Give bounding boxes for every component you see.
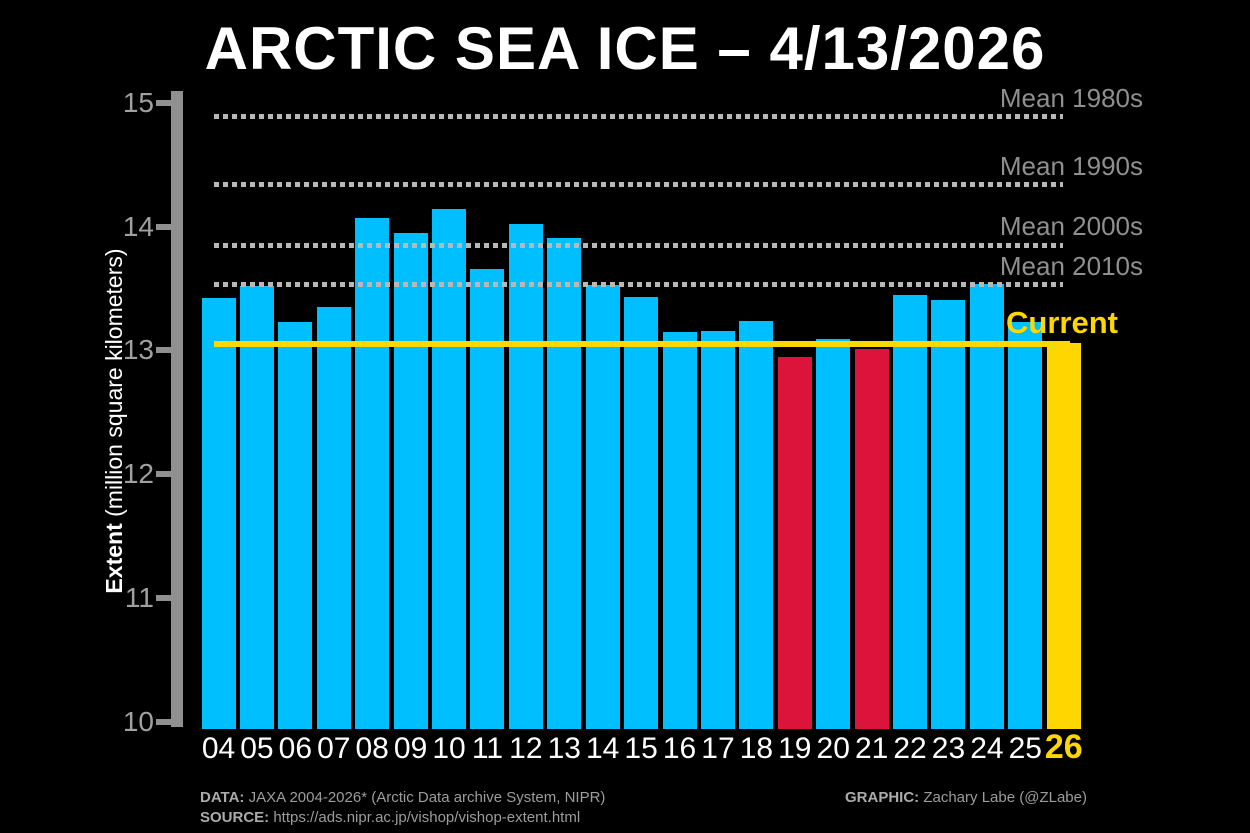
x-tick-label-2025: 25	[1008, 732, 1042, 765]
bar-2026	[1046, 343, 1081, 729]
x-tick-label-2014: 14	[586, 732, 620, 765]
x-tick-label-2005: 05	[240, 732, 274, 765]
mean-line-mean-2000s	[214, 242, 1063, 248]
chart-title: ARCTIC SEA ICE – 4/13/2026	[204, 15, 1046, 82]
current-line	[214, 341, 1070, 348]
x-tick-label-2011: 11	[471, 732, 504, 765]
graphic-label: GRAPHIC:	[845, 789, 920, 806]
x-tick-label-2020: 20	[816, 732, 850, 765]
data-text: JAXA 2004-2026* (Arctic Data archive Sys…	[244, 789, 606, 806]
bar-2023	[931, 299, 966, 729]
bar-2005	[239, 286, 274, 729]
bar-2004	[201, 298, 236, 729]
y-axis-spine	[171, 91, 183, 727]
bar-2017	[700, 330, 735, 729]
bar-2022	[893, 294, 928, 729]
x-tick-label-2012: 12	[509, 732, 543, 765]
x-tick-label-2006: 06	[278, 732, 313, 765]
y-tick-mark	[156, 471, 171, 478]
mean-line-mean-1990s	[214, 182, 1063, 188]
y-tick-label: 11	[124, 581, 154, 613]
bar-2008	[355, 218, 390, 729]
bar-2013	[547, 237, 582, 729]
x-tick-label-2023: 23	[931, 732, 966, 765]
bar-2021	[854, 349, 889, 729]
current-line-label: Current	[1006, 305, 1118, 341]
y-tick-label: 14	[122, 210, 154, 242]
x-tick-label-2016: 16	[662, 732, 697, 765]
bar-2006	[278, 321, 313, 729]
mean-line-label: Mean 1980s	[999, 82, 1143, 113]
x-tick-label-2007: 07	[317, 732, 351, 765]
source-label: SOURCE:	[200, 809, 270, 826]
y-tick-mark	[156, 223, 171, 230]
data-label: DATA:	[200, 789, 245, 806]
y-tick-mark	[156, 347, 171, 354]
y-tick-mark	[156, 718, 171, 725]
mean-line-mean-1980s	[214, 114, 1063, 120]
footer-data-source: DATA: JAXA 2004-2026* (Arctic Data archi…	[200, 788, 605, 828]
mean-line-label: Mean 1990s	[999, 150, 1143, 181]
x-tick-label-2009: 09	[393, 732, 428, 765]
y-tick-mark	[156, 594, 171, 601]
bar-2010	[432, 209, 467, 729]
bar-2020	[816, 339, 851, 729]
y-tick-label: 12	[122, 458, 154, 490]
bar-2024	[969, 283, 1004, 729]
x-tick-label-2017: 17	[701, 732, 735, 765]
y-tick-label: 15	[122, 87, 154, 118]
x-tick-label-2008: 08	[355, 732, 389, 765]
x-tick-label-2024: 24	[970, 732, 1004, 765]
bar-2011	[470, 268, 505, 729]
footer-source-line: SOURCE: https://ads.nipr.ac.jp/vishop/vi…	[200, 808, 605, 828]
x-tick-label-2013: 13	[547, 732, 581, 765]
x-tick-label-2026: 26	[1044, 728, 1083, 766]
bar-2014	[585, 284, 620, 729]
graphic-text: Zachary Labe (@ZLabe)	[919, 789, 1087, 806]
y-tick-label: 10	[122, 705, 154, 737]
bar-2015	[624, 297, 659, 729]
bar-2009	[393, 232, 428, 729]
x-tick-label-2018: 18	[739, 732, 774, 765]
x-tick-label-2022: 22	[893, 732, 927, 765]
source-text: https://ads.nipr.ac.jp/vishop/vishop-ext…	[269, 809, 581, 826]
y-tick-mark	[156, 100, 171, 106]
footer-data-line: DATA: JAXA 2004-2026* (Arctic Data archi…	[200, 788, 605, 808]
x-tick-label-2015: 15	[624, 732, 658, 765]
x-tick-label-2004: 04	[201, 732, 236, 765]
x-tick-label-2010: 10	[432, 732, 466, 765]
y-tick-label: 13	[122, 334, 154, 366]
mean-line-label: Mean 2000s	[999, 211, 1143, 242]
bar-2007	[316, 307, 351, 729]
bar-2019	[777, 356, 812, 729]
footer-graphic-credit: GRAPHIC: Zachary Labe (@ZLabe)	[845, 789, 1087, 806]
bar-2016	[662, 331, 697, 729]
bar-2012	[508, 224, 543, 729]
mean-line-label: Mean 2010s	[999, 250, 1143, 281]
bar-2025	[1008, 321, 1043, 729]
x-tick-label-2021: 21	[854, 732, 889, 765]
bar-2018	[739, 320, 774, 729]
mean-line-mean-2010s	[214, 282, 1063, 288]
x-tick-label-2019: 19	[778, 732, 812, 765]
